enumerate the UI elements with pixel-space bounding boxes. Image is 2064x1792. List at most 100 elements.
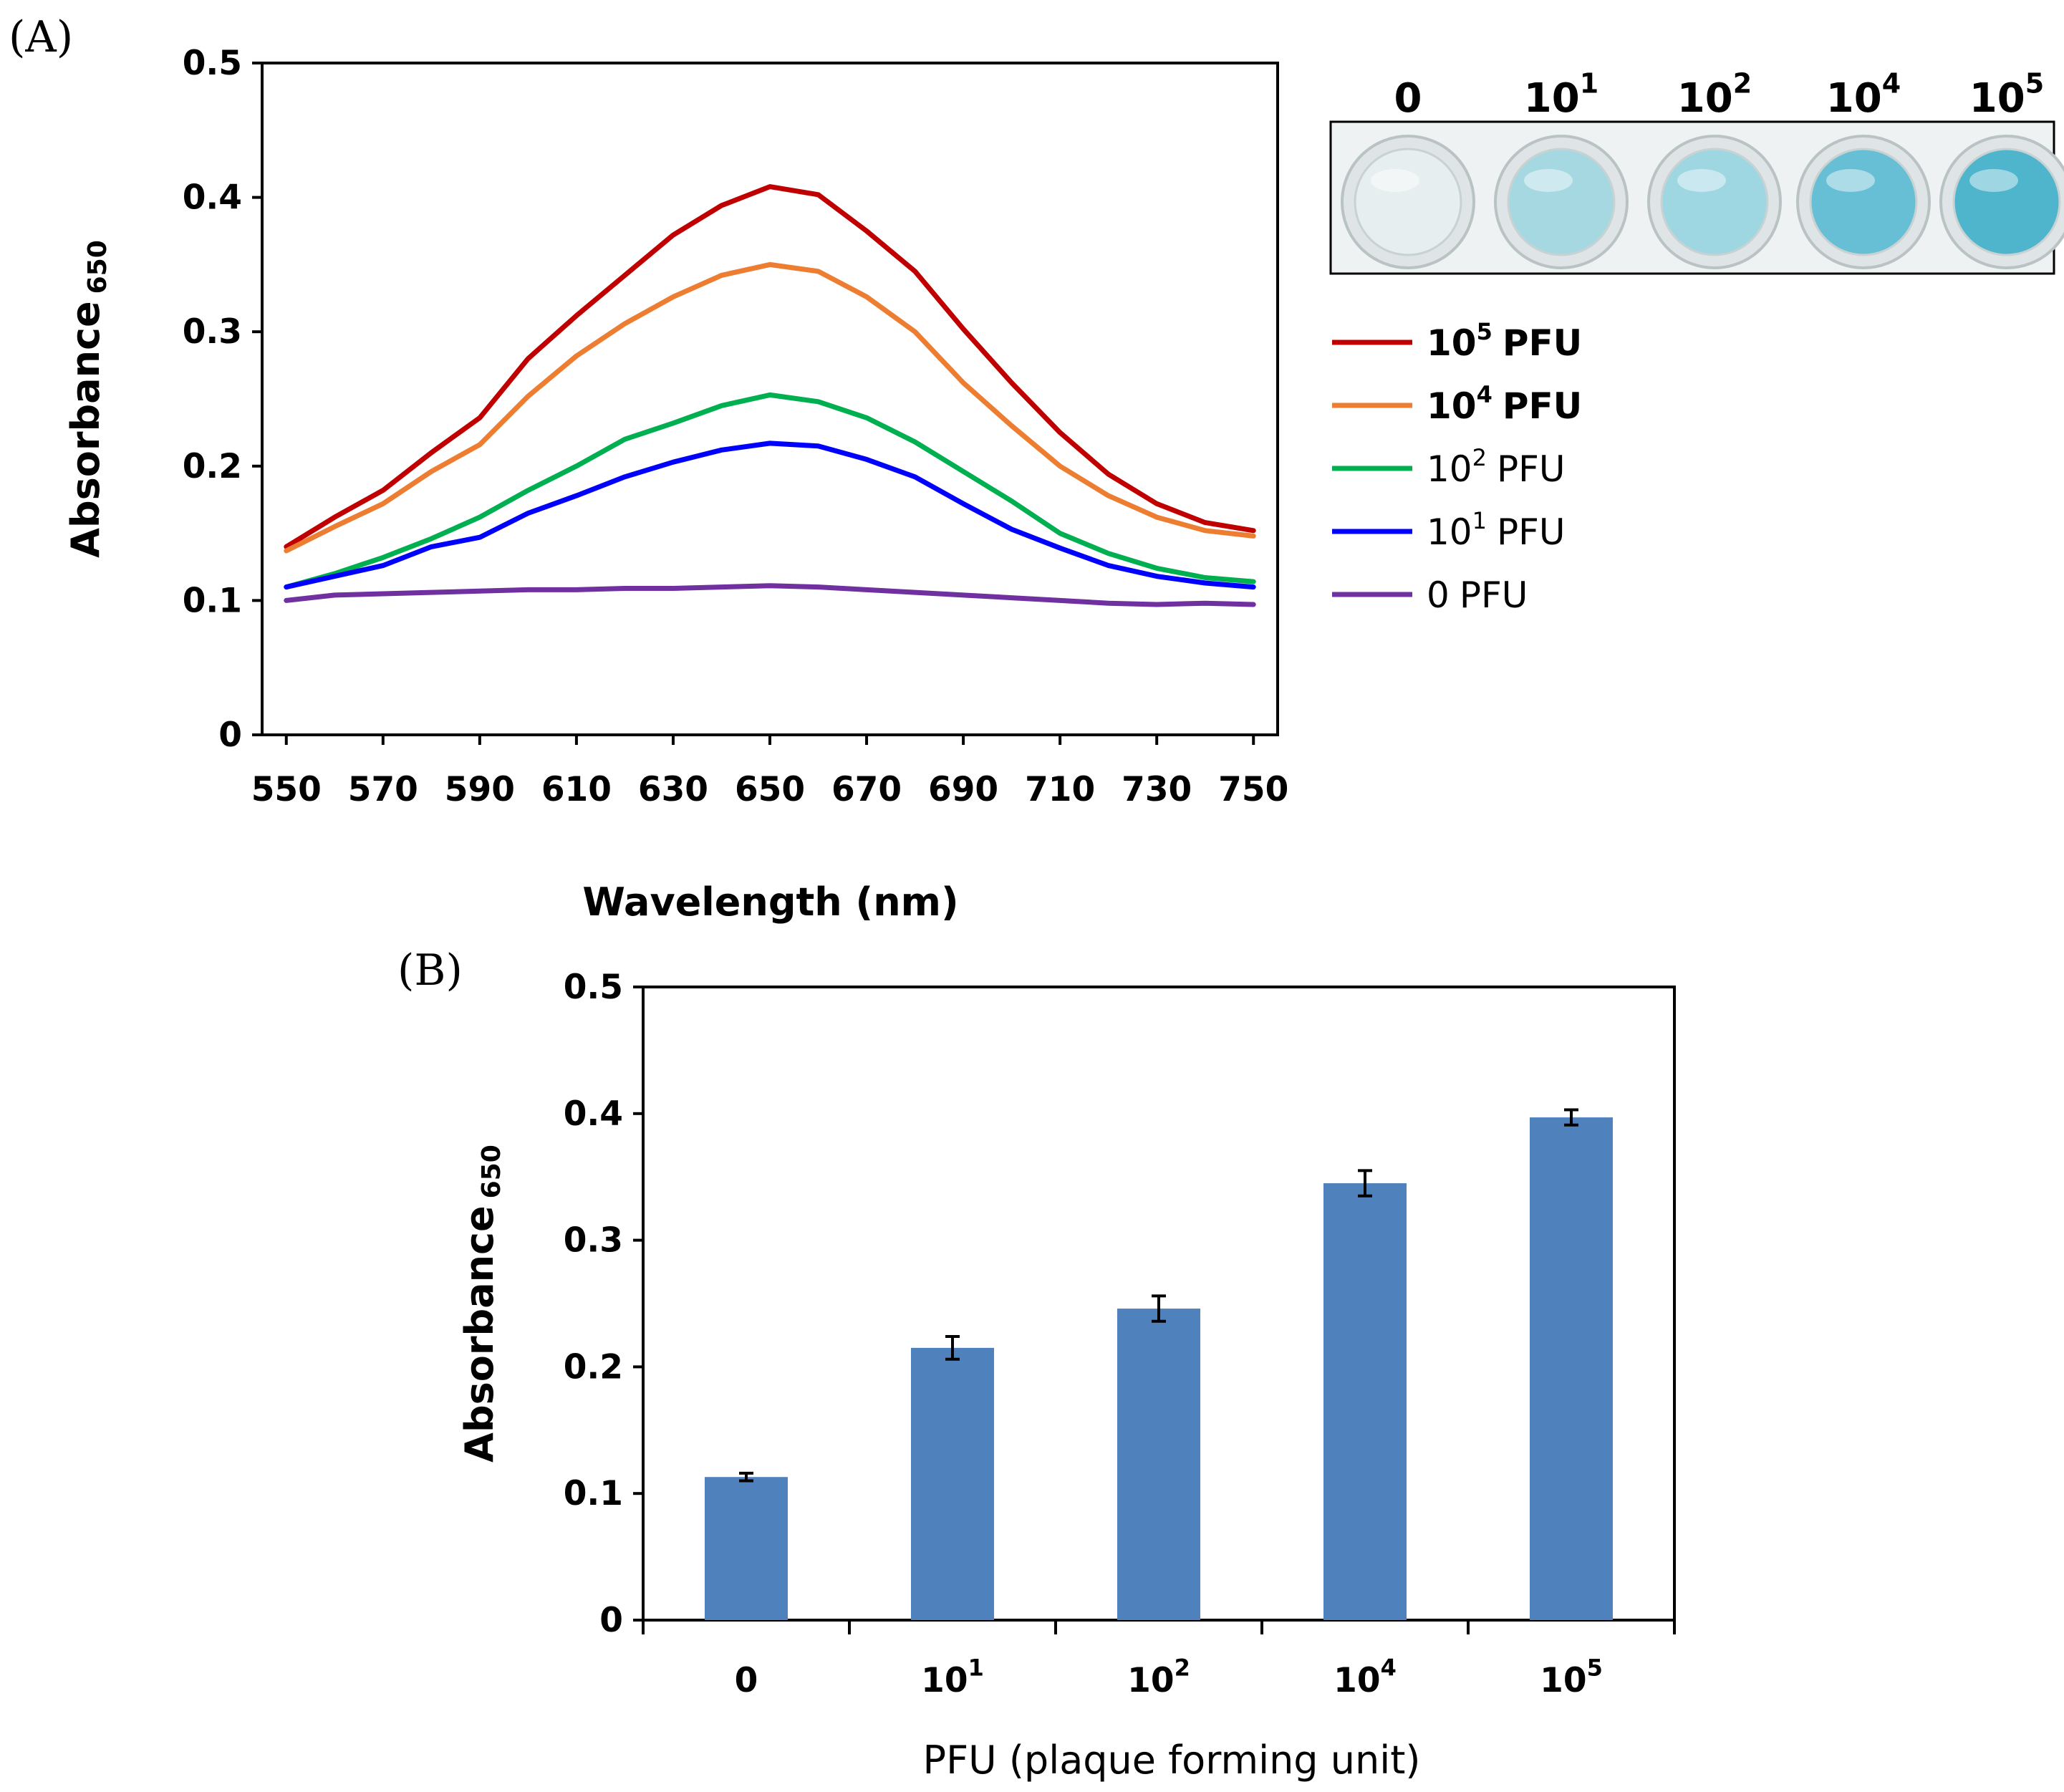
panel-b-y-axis-title-sub: 650: [477, 1145, 506, 1198]
panel-b-x-tick-label: 0: [735, 1661, 758, 1700]
bar: [1530, 1117, 1613, 1620]
well-label: 102: [1677, 67, 1752, 122]
bar: [705, 1477, 788, 1620]
panel-b-label: (B): [397, 945, 463, 996]
bar: [1323, 1183, 1407, 1620]
panel-b-x-tick-label: 102: [1127, 1654, 1190, 1700]
panel-a-x-tick-label: 610: [541, 770, 612, 809]
panel-b-y-tick-label: 0.3: [564, 1221, 623, 1261]
well-highlight: [1826, 169, 1875, 192]
series-line-10-5-pfu: [284, 184, 1256, 549]
legend-entry-base: 10: [1427, 448, 1472, 490]
legend-entry-label: 0 PFU: [1427, 574, 1528, 616]
panel-b-x-tick-label-base: 10: [921, 1661, 968, 1700]
panel-b-x-tick-label: 101: [921, 1654, 984, 1700]
well-label: 0: [1394, 75, 1422, 122]
panel-a-y-tick-label: 0: [218, 716, 242, 755]
panel-b-y-axis-title: Absorbance 650: [457, 1145, 506, 1463]
well-plate-photo: 0 101 102 104 105: [1329, 67, 2064, 275]
legend-entry-sup: 1: [1472, 507, 1487, 534]
panel-a-x-tick-label: 590: [445, 770, 515, 809]
panel-a-x-tick-label: 710: [1025, 770, 1095, 809]
legend-entry-unit: PFU: [1503, 322, 1582, 364]
panel-a-y-tick-label: 0.5: [183, 44, 242, 83]
panel-a-x-tick-label: 650: [735, 770, 805, 809]
bar: [911, 1347, 994, 1620]
series-line-10-1-pfu: [284, 440, 1256, 590]
panel-b-y-tick-label: 0: [599, 1601, 623, 1640]
panel-a-y-tick-label: 0.4: [183, 178, 242, 218]
well-solution: [1354, 148, 1462, 256]
well-solution: [1660, 148, 1769, 256]
panel-a-y-tick-label: 0.2: [183, 447, 242, 486]
legend-entry-base: 0: [1427, 574, 1450, 616]
well-label-base: 0: [1394, 75, 1422, 122]
panel-a-y-axis-title-sub: 650: [83, 240, 112, 294]
well-highlight: [1677, 169, 1726, 192]
well-solution: [1952, 148, 2061, 256]
panel-b-y-tick-label: 0.2: [564, 1347, 623, 1387]
well-label-base: 10: [1524, 75, 1580, 122]
panel-a-series: [284, 184, 1256, 607]
legend-entry-unit: PFU: [1497, 448, 1566, 490]
panel-b-x-tick-label-sup: 4: [1381, 1654, 1397, 1682]
well-label-sup: 4: [1882, 67, 1901, 99]
panel-b-y-tick-label: 0.5: [564, 968, 623, 1007]
legend-entry-unit: PFU: [1460, 574, 1528, 616]
legend-entry-sup: 2: [1472, 444, 1487, 471]
panel-a-x-tick-label: 730: [1122, 770, 1192, 809]
legend-entry-sup: 4: [1477, 381, 1492, 408]
panel-b-x-tick-label-sup: 5: [1587, 1654, 1603, 1682]
panel-b-x-axis-title: PFU (plaque forming unit): [923, 1738, 1421, 1783]
legend-entry-sup: 5: [1477, 318, 1492, 345]
well-highlight: [1969, 169, 2018, 192]
well-label: 105: [1969, 67, 2044, 122]
well-solution: [1507, 148, 1616, 256]
panel-a-y-tick-label: 0.1: [183, 581, 242, 620]
panel-a-x-tick-label: 570: [348, 770, 418, 809]
legend-entry-label: 104 PFU: [1427, 381, 1582, 427]
panel-a-y-axis-title-main: Absorbance: [63, 301, 108, 558]
panel-b-y-tick-label: 0.4: [564, 1094, 623, 1134]
legend-entry-base: 10: [1427, 511, 1472, 553]
well-label-base: 10: [1677, 75, 1733, 122]
panel-a-x-tick-label: 690: [928, 770, 998, 809]
series-line-10-2-pfu: [284, 392, 1256, 590]
panel-b-x-tick-label: 104: [1334, 1654, 1397, 1700]
well-label-sup: 1: [1580, 67, 1598, 99]
panel-a-axes: 0 0.1 0.2 0.3 0.4 0.5 550 570 590 610 630 650 670 690…: [183, 44, 1289, 809]
panel-a-plot-area: [261, 62, 1279, 736]
legend-entry-label: 101 PFU: [1427, 507, 1566, 553]
panel-b-x-tick-label-sup: 2: [1175, 1654, 1190, 1682]
legend-entry-unit: PFU: [1503, 385, 1582, 427]
series-line-10-4-pfu: [284, 261, 1256, 554]
well-label-sup: 2: [1733, 67, 1752, 99]
panel-a-y-axis-title: Absorbance 650: [63, 240, 112, 558]
panel-b-x-tick-label: 105: [1540, 1654, 1603, 1700]
legend-entry-unit: PFU: [1497, 511, 1566, 553]
panel-b-x-tick-label-base: 10: [1127, 1661, 1174, 1700]
legend-entry-base: 10: [1427, 385, 1477, 427]
panel-a-x-tick-label: 750: [1218, 770, 1288, 809]
panel-b-x-tick-label-base: 0: [735, 1661, 758, 1700]
bar: [1117, 1309, 1200, 1620]
well-highlight: [1371, 169, 1419, 192]
panel-b-bars: 0 101 102 104 105: [705, 1108, 1613, 1700]
panel-a-y-tick-label: 0.3: [183, 312, 242, 352]
well-label-sup: 5: [2025, 67, 2044, 99]
well-solution: [1809, 148, 1918, 256]
panel-b-y-axis-title-main: Absorbance: [457, 1205, 502, 1463]
panel-a-x-axis-title: Wavelength (nm): [582, 880, 958, 925]
panel-b-x-tick-label-base: 10: [1334, 1661, 1380, 1700]
legend-entry-base: 10: [1427, 322, 1477, 364]
panel-a-x-tick-label: 670: [831, 770, 902, 809]
well-highlight: [1524, 169, 1573, 192]
panel-b-y-tick-label: 0.1: [564, 1474, 623, 1513]
panel-b-x-tick-label-base: 10: [1540, 1661, 1586, 1700]
legend-entry-label: 102 PFU: [1427, 444, 1566, 490]
panel-a-x-tick-label: 630: [638, 770, 708, 809]
legend-entry-label: 105 PFU: [1427, 318, 1582, 364]
panel-a-x-tick-label: 550: [251, 770, 322, 809]
